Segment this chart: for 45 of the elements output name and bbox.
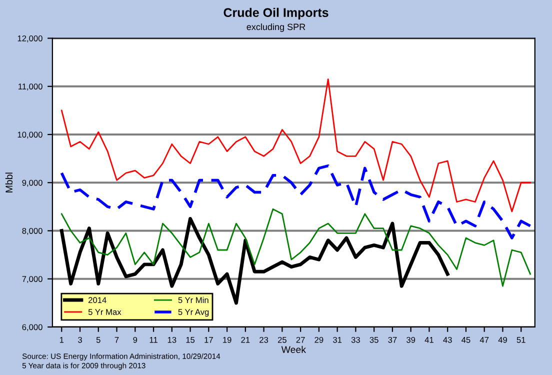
x-tick-label: 25 xyxy=(278,336,286,343)
x-tick-label: 35 xyxy=(370,336,378,343)
y-tick-label: 11,000 xyxy=(18,84,42,90)
line-series xyxy=(60,216,450,305)
x-tick-label: 17 xyxy=(204,337,213,343)
legend-label: 5 Yr Min xyxy=(178,296,208,304)
x-tick-label: 43 xyxy=(443,336,452,343)
y-tick-label: 9,000 xyxy=(22,180,42,187)
x-tick-label: 27 xyxy=(296,336,305,343)
x-tick-label: 41 xyxy=(424,337,434,343)
y-axis-title: Mbbl xyxy=(5,172,13,192)
x-tick-label: 7 xyxy=(114,337,119,343)
y-tick-label: 7,000 xyxy=(22,276,42,283)
y-tick-label: 8,000 xyxy=(22,228,42,235)
line-series xyxy=(60,164,532,240)
y-tick-label: 6,000 xyxy=(22,324,42,332)
chart-subtitle: excluding SPR xyxy=(246,23,306,32)
x-tick-label: 49 xyxy=(498,336,507,343)
legend-label: 2014 xyxy=(88,297,106,304)
y-tick-label: 10,000 xyxy=(18,132,42,139)
line-series xyxy=(60,78,531,212)
x-tick-label: 23 xyxy=(260,336,268,343)
legend-label: 5 Yr Avg xyxy=(178,309,209,317)
x-tick-label: 29 xyxy=(314,336,324,343)
x-tick-label: 5 xyxy=(96,337,100,343)
x-tick-label: 51 xyxy=(516,337,526,343)
legend-label: 5 Yr Max xyxy=(88,309,122,315)
x-tick-label: 11 xyxy=(150,337,158,343)
x-tick-label: 47 xyxy=(480,337,489,343)
x-tick-label: 19 xyxy=(223,336,232,343)
x-tick-label: 39 xyxy=(406,336,416,343)
x-tick-label: 45 xyxy=(462,337,470,343)
x-tick-label: 21 xyxy=(241,336,250,343)
chart-title: Crude Oil Imports xyxy=(224,8,328,20)
x-tick-label: 13 xyxy=(168,336,176,343)
x-tick-label: 37 xyxy=(388,336,397,343)
x-tick-label: 1 xyxy=(60,337,64,343)
x-tick-label: 31 xyxy=(333,336,342,343)
x-tick-label: 15 xyxy=(186,337,195,343)
x-tick-label: 33 xyxy=(351,336,360,343)
line-series xyxy=(60,208,531,287)
y-tick-label: 12,000 xyxy=(18,35,42,42)
x-tick-label: 9 xyxy=(133,336,138,343)
x-tick-label: 3 xyxy=(78,336,82,343)
x-axis-title: Week xyxy=(281,346,306,354)
